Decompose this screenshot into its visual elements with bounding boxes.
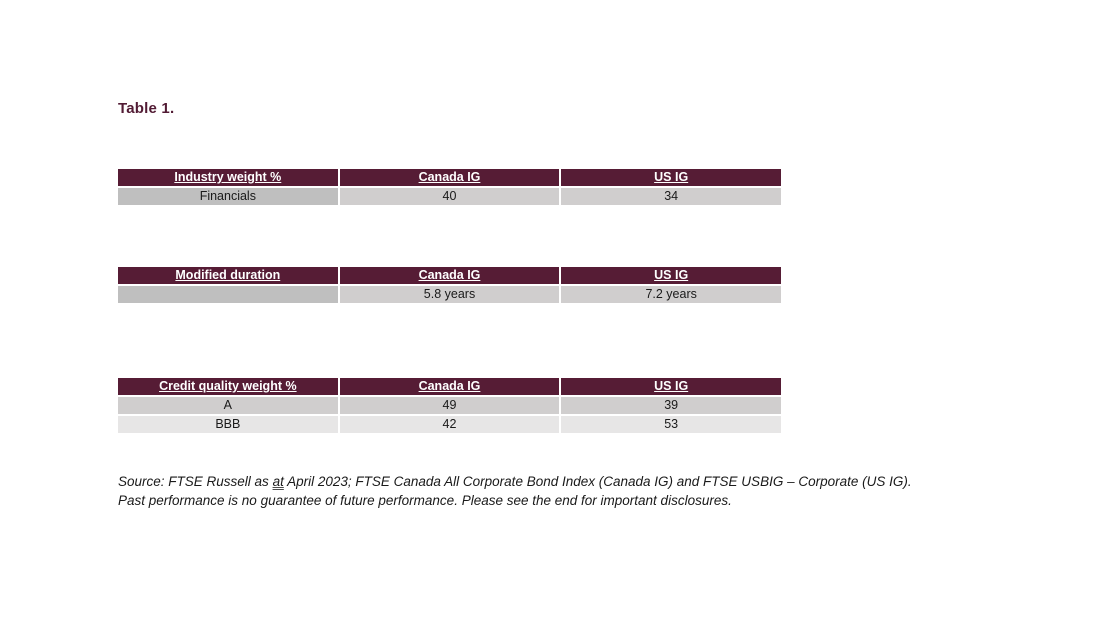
header-cell: US IG	[561, 378, 781, 395]
footnote-text: Source: FTSE Russell as	[118, 474, 273, 489]
source-footnote: Source: FTSE Russell as at April 2023; F…	[118, 473, 1038, 510]
data-cell: 53	[561, 416, 781, 433]
footnote-underlined-word: at	[272, 474, 284, 489]
data-cell: 49	[339, 397, 560, 414]
data-cell: 7.2 years	[561, 286, 781, 303]
industry-weight-table: Industry weight % Canada IG US IG Financial…	[118, 169, 781, 205]
header-cell: Credit quality weight %	[118, 378, 338, 395]
header-cell: US IG	[561, 267, 781, 284]
data-cell: Financials	[118, 188, 338, 205]
footnote-line-1: Source: FTSE Russell as at April 2023; F…	[118, 473, 1038, 492]
footnote-text: April 2023; FTSE Canada All Corporate Bo…	[283, 474, 912, 489]
data-cell: BBB	[118, 416, 338, 433]
page-title: Table 1.	[118, 100, 175, 117]
header-cell: US IG	[561, 169, 781, 186]
modified-duration-table: Modified duration Canada IG US IG 5.8 years…	[118, 267, 781, 303]
data-cell: 5.8 years	[339, 286, 560, 303]
data-cell	[118, 286, 338, 303]
data-cell: 40	[339, 188, 560, 205]
data-cell: 39	[561, 397, 781, 414]
header-cell: Industry weight %	[118, 169, 338, 186]
credit-quality-table: Credit quality weight % Canada IG US IG A 49…	[118, 378, 781, 433]
footnote-line-2: Past performance is no guarantee of futu…	[118, 492, 732, 508]
data-cell: 34	[561, 188, 781, 205]
data-cell: 42	[339, 416, 560, 433]
header-cell: Canada IG	[339, 378, 560, 395]
data-cell: A	[118, 397, 338, 414]
header-cell: Canada IG	[339, 169, 560, 186]
header-cell: Modified duration	[118, 267, 338, 284]
header-cell: Canada IG	[339, 267, 560, 284]
